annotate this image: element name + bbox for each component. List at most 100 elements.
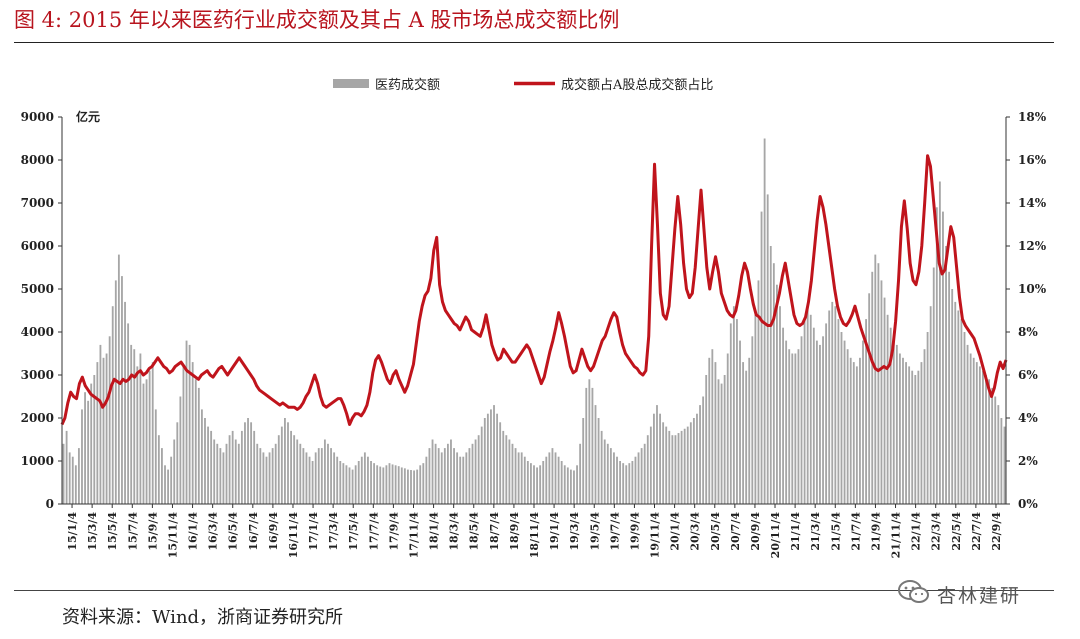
bar: [373, 463, 376, 504]
y-left-tick-label: 1000: [21, 454, 54, 468]
bar: [920, 362, 923, 504]
bar: [714, 362, 717, 504]
x-tick-label: 20/7/4: [729, 512, 742, 551]
bar: [871, 271, 874, 504]
x-tick-label: 16/3/4: [207, 512, 220, 551]
bar: [483, 418, 486, 504]
bar: [613, 452, 615, 504]
bar: [699, 405, 701, 504]
y-left-tick-label: 6000: [21, 239, 54, 253]
bar: [259, 448, 262, 504]
bar: [539, 465, 542, 504]
x-tick-label: 20/9/4: [749, 512, 762, 551]
bar: [164, 465, 166, 504]
bar: [766, 194, 769, 504]
legend-bar-label: 医药成交额: [375, 77, 440, 93]
bar: [213, 439, 216, 504]
bar: [819, 344, 821, 504]
bar: [345, 465, 348, 504]
bar: [898, 353, 901, 504]
bar: [782, 327, 784, 504]
bar: [739, 340, 741, 504]
bar: [954, 301, 957, 504]
y-left-tick-label: 0: [46, 497, 54, 511]
bar: [960, 319, 963, 504]
x-tick-label: 17/11/4: [407, 512, 420, 559]
bar: [855, 366, 858, 504]
bar: [231, 430, 234, 504]
bar: [121, 276, 123, 504]
bar: [837, 319, 840, 504]
y-right-tick-label: 6%: [1018, 368, 1038, 382]
bar: [566, 467, 569, 504]
bar: [277, 435, 280, 504]
bar: [170, 456, 173, 504]
x-tick-label: 15/1/4: [66, 512, 79, 551]
y-right-tick-label: 14%: [1018, 196, 1047, 210]
bar: [431, 439, 434, 504]
bar: [502, 430, 505, 504]
bar: [868, 293, 871, 504]
bar: [588, 379, 591, 504]
x-tick-label: 19/3/4: [568, 512, 581, 551]
bar: [77, 448, 80, 504]
bar: [443, 448, 446, 504]
x-tick-label: 17/5/4: [347, 512, 360, 551]
bar: [333, 452, 336, 504]
bar: [323, 439, 326, 504]
x-tick-label: 20/11/4: [769, 512, 782, 559]
bar: [938, 181, 941, 504]
bar: [736, 319, 738, 504]
bar: [680, 430, 683, 504]
bar: [892, 336, 895, 504]
bar: [779, 306, 781, 504]
x-tick-label: 22/3/4: [930, 512, 943, 551]
bar: [576, 465, 578, 504]
bar: [729, 323, 732, 504]
bar: [659, 413, 661, 504]
bar: [462, 456, 465, 504]
legend-line-label: 成交额占A股总成交额占比: [561, 77, 713, 93]
bar: [637, 452, 640, 504]
bar: [477, 435, 480, 504]
bar: [674, 435, 677, 504]
bar: [917, 370, 920, 504]
bar: [127, 323, 130, 504]
bar: [299, 443, 302, 504]
bar: [271, 448, 274, 504]
bar: [745, 370, 748, 504]
bar: [225, 443, 228, 504]
bar: [490, 409, 492, 504]
bar: [210, 430, 213, 504]
bar: [102, 357, 105, 504]
bar: [557, 456, 560, 504]
bar: [603, 439, 606, 504]
bar: [828, 310, 831, 504]
bar: [185, 340, 188, 504]
bar: [991, 387, 994, 504]
y-right-tick-label: 4%: [1018, 411, 1038, 425]
bar: [440, 452, 443, 504]
bar: [874, 254, 877, 504]
x-tick-label: 15/3/4: [86, 512, 99, 551]
bar: [320, 448, 323, 504]
bar: [96, 362, 99, 504]
bar: [200, 409, 203, 504]
bar: [376, 465, 379, 504]
share-line: [60, 154, 1008, 426]
bar: [942, 211, 944, 504]
bar: [988, 379, 991, 504]
x-tick-label: 21/7/4: [849, 512, 862, 551]
bar: [382, 467, 385, 504]
bar: [772, 263, 775, 504]
bar: [459, 456, 462, 504]
x-tick-label: 17/3/4: [327, 512, 340, 551]
bar: [757, 280, 760, 504]
bar: [379, 466, 382, 504]
bar: [176, 422, 179, 504]
bar: [446, 443, 449, 504]
legend-bar-swatch: [333, 79, 369, 88]
bar: [71, 456, 74, 504]
bar: [972, 357, 975, 504]
bar: [360, 456, 363, 504]
